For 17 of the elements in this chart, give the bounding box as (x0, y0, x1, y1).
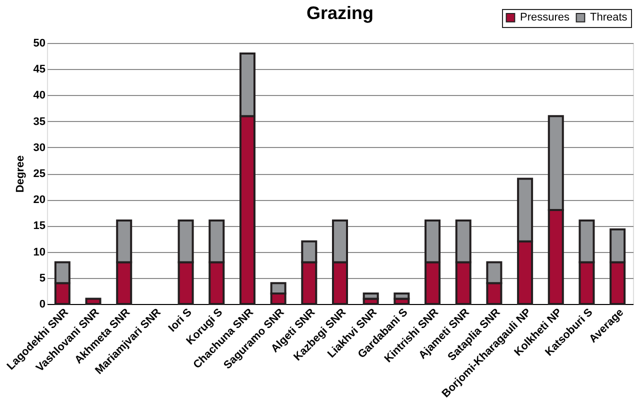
y-tick-label: 0 (39, 298, 46, 310)
legend-label: Pressures (520, 12, 570, 24)
x-tick-label: Iori S (166, 306, 194, 334)
y-tick-label: 50 (33, 38, 46, 50)
chart-title: Grazing (306, 3, 374, 23)
y-tick-label: 15 (33, 220, 46, 232)
y-axis-title: Degree (14, 155, 26, 193)
y-tick-label: 40 (33, 90, 46, 102)
y-tick-label: 30 (33, 142, 46, 154)
y-tick-label: 35 (33, 116, 46, 128)
y-tick-label: 45 (33, 64, 46, 76)
legend-label: Threats (590, 12, 628, 24)
bar (85, 298, 102, 305)
y-tick-label: 20 (33, 194, 46, 206)
y-tick-label: 5 (39, 272, 46, 284)
y-tick-label: 25 (33, 168, 46, 180)
y-tick-label: 10 (33, 246, 46, 258)
